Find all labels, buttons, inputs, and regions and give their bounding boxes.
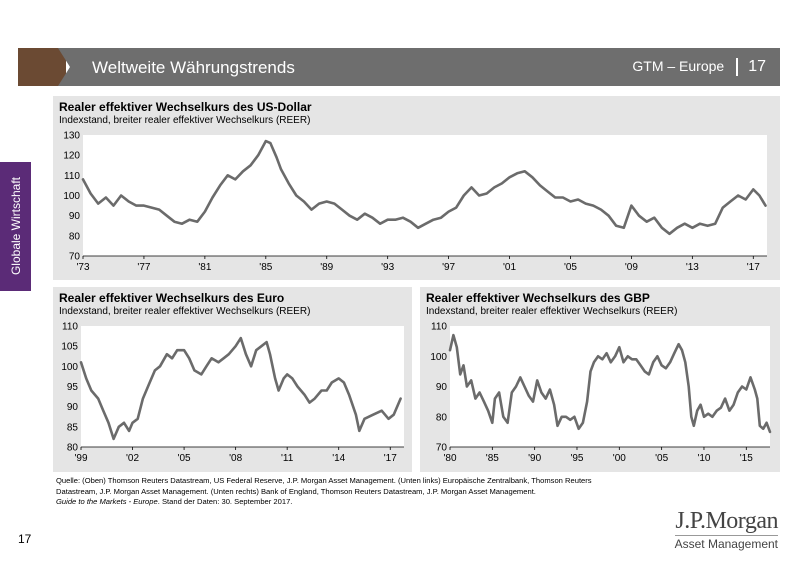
jpmorgan-logo: J.P.Morgan Asset Management (674, 508, 779, 551)
header-separator (736, 58, 739, 77)
footnote-line-3: Guide to the Markets - Europe. Stand der… (56, 497, 656, 508)
chart-title: Realer effektiver Wechselkurs des US-Dol… (59, 100, 312, 114)
chart-title: Realer effektiver Wechselkurs des Euro (59, 291, 285, 305)
header-meta: GTM – Europe 17 (632, 58, 766, 77)
y-tick-label: 90 (436, 382, 448, 393)
logo-subtitle: Asset Management (674, 535, 778, 551)
y-tick-label: 105 (61, 342, 78, 353)
header-bar (58, 48, 780, 86)
x-tick-label: '17 (384, 453, 397, 464)
x-tick-label: '99 (74, 453, 87, 464)
x-tick-label: '05 (655, 453, 668, 464)
y-tick-label: 100 (63, 191, 80, 202)
x-tick-label: '95 (570, 453, 583, 464)
page-number: 17 (18, 532, 32, 546)
chart-gbp: 70 80 90 100 110 '80 '85 '90 '95 '00 '05 '10 '15 (430, 322, 772, 464)
y-tick-label: 95 (67, 382, 79, 393)
y-tick-label: 85 (67, 422, 79, 433)
page-title: Weltweite Währungstrends (92, 58, 295, 77)
x-tick-label: '89 (320, 262, 333, 273)
chart-subtitle: Indexstand, breiter realer effektiver We… (59, 306, 311, 317)
y-tick-label: 90 (69, 211, 81, 222)
x-tick-label: '05 (178, 453, 191, 464)
x-tick-label: '10 (697, 453, 710, 464)
chart-title: Realer effektiver Wechselkurs des GBP (426, 291, 650, 305)
section-label: GTM – Europe (632, 58, 725, 74)
x-tick-label: '85 (259, 262, 272, 273)
y-tick-label: 80 (436, 412, 448, 423)
x-tick-label: '90 (528, 453, 541, 464)
plot-area (83, 135, 767, 256)
x-tick-label: '73 (76, 262, 89, 273)
chart-panel-gbp: Realer effektiver Wechselkurs des GBP In… (420, 287, 780, 472)
x-tick-label: '09 (625, 262, 638, 273)
y-tick-label: 110 (431, 322, 447, 333)
x-tick-label: '97 (442, 262, 455, 273)
y-tick-label: 70 (69, 252, 81, 263)
footnote-line-2: Datastream, J.P. Morgan Asset Management… (56, 486, 536, 496)
source-footnote: Quelle: (Oben) Thomson Reuters Datastrea… (56, 476, 656, 508)
y-tick-label: 100 (61, 362, 78, 373)
x-tick-label: '00 (613, 453, 626, 464)
footnote-guide-title: Guide to the Markets - Europe (56, 497, 158, 506)
chart-eur: 80 85 90 95 100 105 110 '99 '02 '05 '08 '11 '14 '17 (61, 322, 404, 464)
y-tick-label: 80 (69, 231, 81, 242)
chart-panel-usd: Realer effektiver Wechselkurs des US-Dol… (53, 96, 780, 280)
x-tick-label: '01 (503, 262, 516, 273)
x-tick-label: '05 (564, 262, 577, 273)
sidebar-tab[interactable]: Globale Wirtschaft (0, 162, 31, 291)
y-tick-label: 90 (67, 402, 79, 413)
y-tick-label: 110 (62, 322, 78, 333)
chart-subtitle: Indexstand, breiter realer effektiver We… (426, 306, 678, 317)
plot-area (450, 326, 770, 447)
header-accent-block (18, 48, 66, 86)
chart-subtitle: Indexstand, breiter realer effektiver We… (59, 115, 311, 126)
y-tick-label: 70 (436, 443, 448, 454)
chart-usd: 70 80 90 100 110 120 130 '73 '77 '81 '85 '89 '93 '97 '… (63, 131, 767, 273)
x-tick-label: '08 (229, 453, 242, 464)
chart-panel-eur: Realer effektiver Wechselkurs des Euro I… (53, 287, 412, 472)
sidebar-tab-label: Globale Wirtschaft (9, 176, 23, 276)
x-tick-label: '15 (740, 453, 753, 464)
footnote-date: . Stand der Daten: 30. September 2017. (157, 497, 293, 506)
x-tick-label: '17 (747, 262, 760, 273)
x-tick-label: '93 (381, 262, 394, 273)
series-line (81, 139, 767, 236)
y-tick-label: 80 (67, 443, 79, 454)
x-tick-label: '80 (443, 453, 456, 464)
x-tick-label: '02 (126, 453, 139, 464)
y-tick-label: 100 (430, 352, 447, 363)
header-page-number: 17 (748, 58, 766, 75)
x-tick-label: '13 (686, 262, 699, 273)
series-line (448, 333, 772, 434)
y-tick-label: 130 (63, 131, 80, 142)
footnote-line-1: Quelle: (Oben) Thomson Reuters Datastrea… (56, 476, 592, 485)
series-line (79, 336, 402, 441)
logo-wordmark: J.P.Morgan (675, 508, 778, 534)
x-tick-label: '77 (137, 262, 150, 273)
x-tick-label: '14 (332, 453, 345, 464)
x-tick-label: '11 (281, 453, 294, 464)
x-tick-label: '81 (198, 262, 211, 273)
y-tick-label: 120 (63, 151, 80, 162)
x-tick-label: '85 (486, 453, 499, 464)
y-tick-label: 110 (64, 171, 80, 182)
